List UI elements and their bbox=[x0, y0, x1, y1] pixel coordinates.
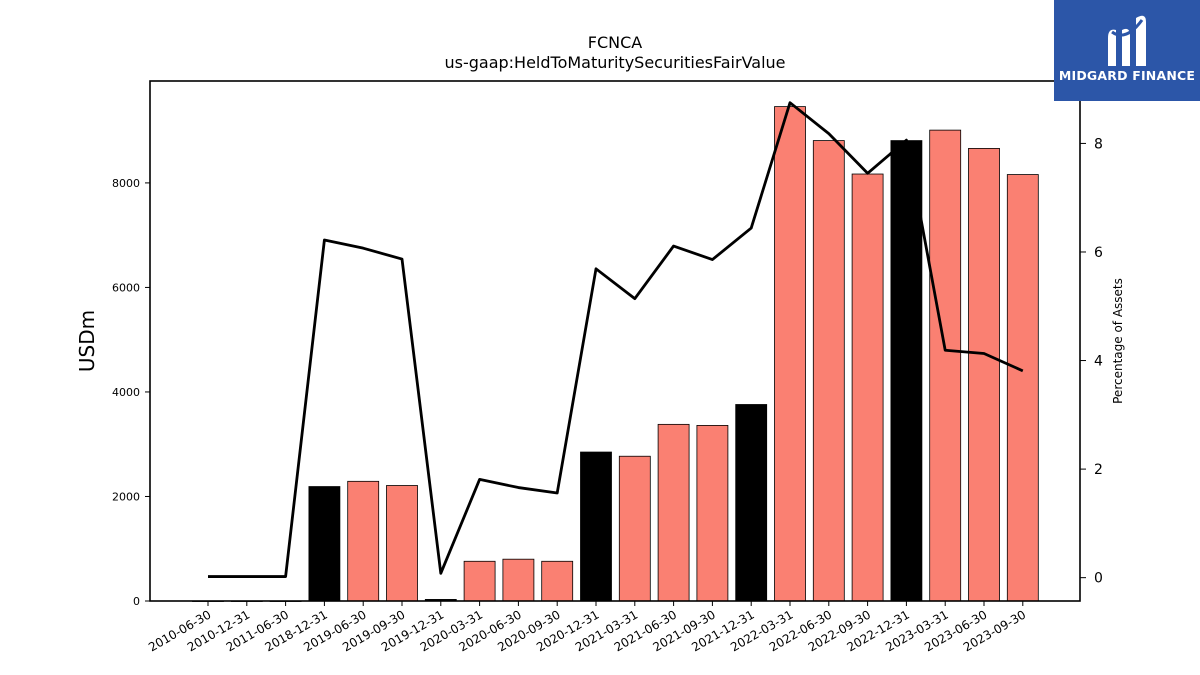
y2-axis-label: Percentage of Assets bbox=[1111, 278, 1125, 404]
midgard-finance-logo: MIDGARD FINANCE bbox=[1054, 0, 1200, 101]
y-tick-label: 2000 bbox=[112, 490, 140, 503]
bar-2022-09-30 bbox=[851, 173, 884, 602]
y2-tick-label: 0 bbox=[1094, 571, 1103, 587]
x-axis: 2010-06-302010-12-312011-06-302018-12-31… bbox=[146, 601, 1028, 654]
bar-2019-09-30 bbox=[386, 485, 418, 602]
percentage-line bbox=[208, 101, 1024, 578]
bar-2023-09-30 bbox=[1006, 174, 1039, 602]
y2-tick-label: 8 bbox=[1094, 136, 1103, 152]
y-axis-label: USDm bbox=[75, 310, 99, 372]
bar-2022-12-31 bbox=[890, 140, 923, 602]
bar-2019-06-30 bbox=[347, 480, 380, 602]
bar-2023-06-30 bbox=[968, 148, 1000, 602]
bar-2020-03-31 bbox=[463, 560, 496, 602]
bar-2020-12-31 bbox=[580, 451, 612, 602]
logo-mark-icon bbox=[1108, 15, 1146, 66]
bar-2021-03-31 bbox=[618, 455, 651, 602]
bar-2022-06-30 bbox=[812, 140, 845, 602]
y-tick-label: 0 bbox=[133, 595, 140, 608]
line-series bbox=[208, 101, 1024, 578]
y-axis: 0 2000 4000 6000 8000 bbox=[112, 177, 150, 608]
y-tick-label: 6000 bbox=[112, 281, 140, 294]
bar-2021-09-30 bbox=[696, 425, 729, 602]
bar-2018-12-31 bbox=[308, 486, 341, 602]
plot-frame bbox=[149, 80, 1081, 602]
bar-series bbox=[192, 106, 1039, 602]
bar-2022-03-31 bbox=[774, 106, 806, 602]
y2-axis: 0 2 4 6 8 bbox=[1080, 136, 1103, 587]
y2-tick-label: 6 bbox=[1094, 245, 1103, 261]
chart-title: FCNCA bbox=[588, 33, 643, 52]
chart-subtitle: us-gaap:HeldToMaturitySecuritiesFairValu… bbox=[444, 53, 785, 72]
bar-2020-09-30 bbox=[541, 560, 574, 602]
y2-tick-label: 4 bbox=[1094, 354, 1103, 370]
y-tick-label: 4000 bbox=[112, 386, 140, 399]
bar-2021-06-30 bbox=[657, 423, 690, 602]
bar-2021-12-31 bbox=[735, 404, 768, 602]
bar-2023-03-31 bbox=[929, 129, 962, 602]
bar-2020-06-30 bbox=[502, 558, 535, 602]
y-tick-label: 8000 bbox=[112, 177, 140, 190]
y2-tick-label: 2 bbox=[1094, 462, 1103, 478]
logo-text: MIDGARD FINANCE bbox=[1058, 68, 1196, 83]
